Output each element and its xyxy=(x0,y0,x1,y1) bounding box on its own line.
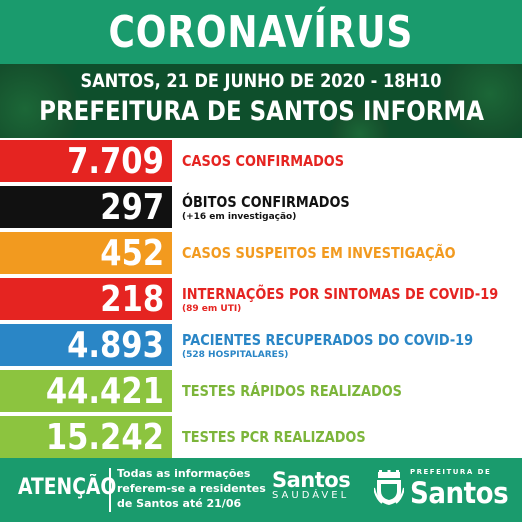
logo-prefeitura-label: PREFEITURA DE xyxy=(410,468,492,476)
stat-row-confirmed: 7.709 CASOS CONFIRMADOS xyxy=(0,138,522,184)
stat-label: CASOS CONFIRMADOS xyxy=(182,152,345,170)
santos-saudavel-logo: Santos SAUDÁVEL xyxy=(272,468,351,514)
stat-number-box: 44.421 xyxy=(0,370,172,412)
stat-label-group: ÓBITOS CONFIRMADOS (+16 em investigação) xyxy=(182,184,377,230)
header-info-bar: SANTOS, 21 DE JUNHO DE 2020 - 18H10 PREF… xyxy=(0,64,522,138)
stat-row-recovered: 4.893 PACIENTES RECUPERADOS DO COVID-19 … xyxy=(0,322,522,368)
city-crest-icon xyxy=(374,470,404,505)
stat-label-group: TESTES PCR REALIZADOS xyxy=(182,414,396,460)
stat-label: TESTES RÁPIDOS REALIZADOS xyxy=(182,382,402,400)
logo-santos-label: Santos xyxy=(410,476,509,510)
stat-sublabel: (528 HOSPITALARES) xyxy=(182,349,289,360)
stat-value: 44.421 xyxy=(45,370,164,412)
virus-decoration-icon xyxy=(440,64,522,138)
stats-list: 7.709 CASOS CONFIRMADOS 297 ÓBITOS CONFI… xyxy=(0,138,522,460)
stat-value: 4.893 xyxy=(67,324,164,366)
page-title: CORONAVÍRUS xyxy=(108,6,414,58)
note-line: Todas as informações xyxy=(117,467,251,480)
stat-label-group: CASOS CONFIRMADOS xyxy=(182,138,370,184)
stat-row-pcr-tests: 15.242 TESTES PCR REALIZADOS xyxy=(0,414,522,460)
stat-value: 452 xyxy=(100,232,164,274)
stat-label: CASOS SUSPEITOS EM INVESTIGAÇÃO xyxy=(182,244,456,262)
logo-subtext: SAUDÁVEL xyxy=(272,490,350,501)
stat-row-rapid-tests: 44.421 TESTES RÁPIDOS REALIZADOS xyxy=(0,368,522,414)
stat-label-group: TESTES RÁPIDOS REALIZADOS xyxy=(182,368,438,414)
footer-bar: ATENÇÃO Todas as informações referem-se … xyxy=(0,458,522,522)
stat-label-group: CASOS SUSPEITOS EM INVESTIGAÇÃO xyxy=(182,230,500,276)
footer-divider xyxy=(109,468,111,512)
stat-number-box: 452 xyxy=(0,232,172,274)
note-line: de Santos até 21/06 xyxy=(117,497,242,510)
stat-number-box: 7.709 xyxy=(0,140,172,182)
attention-note: Todas as informações referem-se a reside… xyxy=(117,466,267,511)
stat-number-box: 297 xyxy=(0,186,172,228)
stat-label: PACIENTES RECUPERADOS DO COVID-19 xyxy=(182,330,474,349)
stat-label-group: PACIENTES RECUPERADOS DO COVID-19 (528 H… xyxy=(182,322,521,368)
attention-label: ATENÇÃO xyxy=(18,475,117,500)
stat-row-hospitalizations: 218 INTERNAÇÕES POR SINTOMAS DE COVID-19… xyxy=(0,276,522,322)
stat-row-deaths: 297 ÓBITOS CONFIRMADOS (+16 em investiga… xyxy=(0,184,522,230)
stat-label: INTERNAÇÕES POR SINTOMAS DE COVID-19 xyxy=(182,284,499,303)
stat-value: 218 xyxy=(100,278,164,320)
header-title-bar: CORONAVÍRUS xyxy=(0,0,522,64)
note-line: referem-se a residentes xyxy=(117,482,266,495)
logo-top-row: Santos xyxy=(272,468,351,492)
stat-row-suspected: 452 CASOS SUSPEITOS EM INVESTIGAÇÃO xyxy=(0,230,522,276)
stat-label: ÓBITOS CONFIRMADOS xyxy=(182,192,350,211)
stat-value: 7.709 xyxy=(67,140,164,182)
date-line: SANTOS, 21 DE JUNHO DE 2020 - 18H10 xyxy=(80,70,442,92)
logo-text: Santos xyxy=(272,468,351,492)
subtitle: PREFEITURA DE SANTOS INFORMA xyxy=(39,96,485,127)
stat-number-box: 218 xyxy=(0,278,172,320)
stat-value: 297 xyxy=(100,186,164,228)
stat-label-group: INTERNAÇÕES POR SINTOMAS DE COVID-19 (89… xyxy=(182,276,522,322)
stat-label: TESTES PCR REALIZADOS xyxy=(182,428,366,446)
stat-number-box: 15.242 xyxy=(0,416,172,458)
virus-decoration-icon xyxy=(0,64,80,138)
stat-value: 15.242 xyxy=(45,416,164,458)
stat-number-box: 4.893 xyxy=(0,324,172,366)
stat-sublabel: (89 em UTI) xyxy=(182,303,242,314)
stat-sublabel: (+16 em investigação) xyxy=(182,211,297,222)
